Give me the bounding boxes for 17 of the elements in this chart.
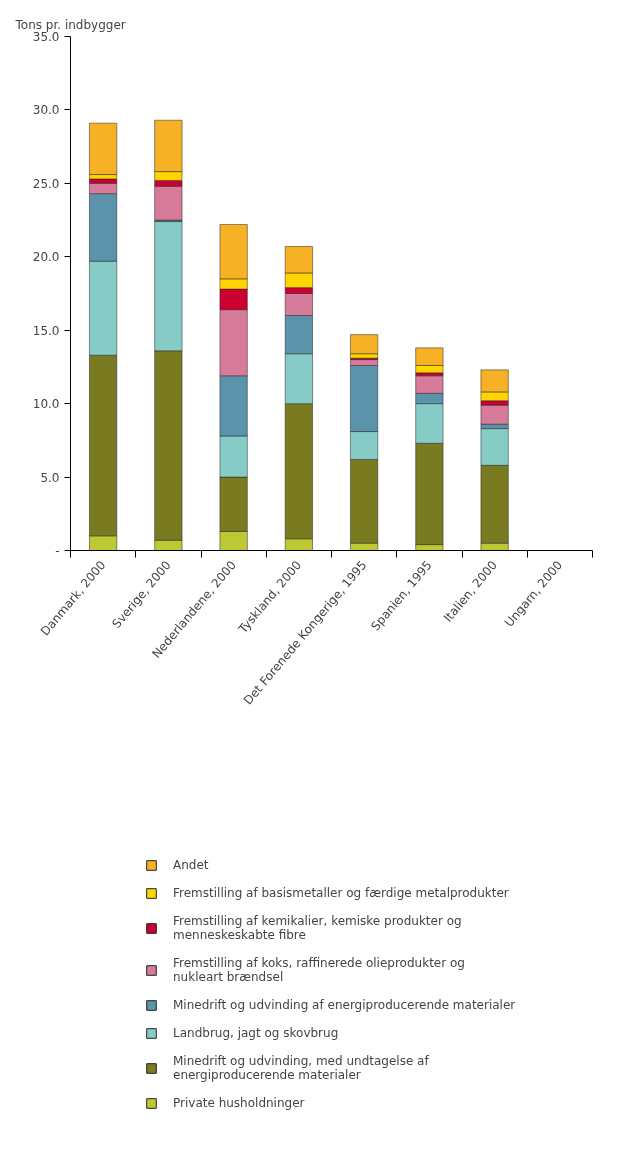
legend-label: Minedrift og udvinding, med undtagelse af energiproducerende materialer [173,1054,429,1082]
legend-label: Andet [173,858,209,872]
y-tick-label: 25.0 [32,176,60,191]
legend-label: Fremstilling af kemikalier, kemiske produkter og menneskeskabte fibre [173,914,462,942]
legend-label: Landbrug, jagt og skovbrug [173,1026,339,1040]
y-axis-title: Tons pr. indbygger [14,17,126,32]
legend-label: Minedrift og udvinding af energiproducerende materialer [173,998,516,1012]
y-tick-label: 10.0 [32,397,60,412]
y-tick-label: - [55,544,60,558]
legend-label: Private husholdninger [173,1096,305,1110]
y-tick-label: 15.0 [32,323,60,338]
legend-label: Fremstilling af basismetaller og færdige metalprodukter [173,886,509,900]
y-tick-label: 20.0 [32,250,60,265]
y-tick-label: 30.0 [32,103,60,118]
legend-label: Fremstilling af koks, raffinerede olieprodukter og nukleart brændsel [173,956,465,984]
y-tick-label: 5.0 [40,470,60,485]
y-tick-label: 35.0 [32,30,60,44]
